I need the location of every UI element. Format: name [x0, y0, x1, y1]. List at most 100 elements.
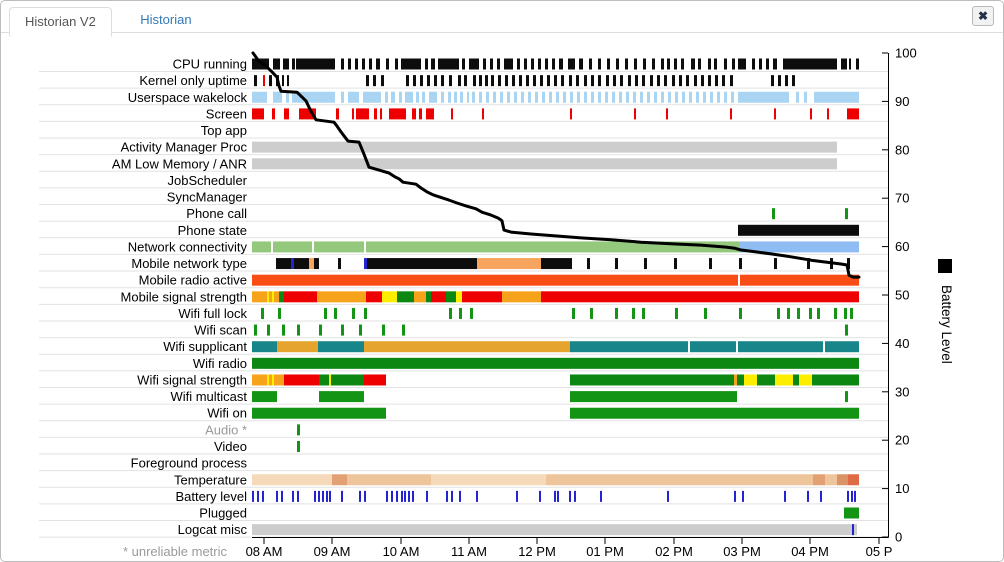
timeline-bar: [364, 374, 386, 386]
timeline-bar: [286, 91, 289, 103]
timeline-bar: [402, 324, 405, 336]
row-label: Wifi scan: [194, 323, 247, 338]
timeline-bar: [382, 324, 385, 336]
timeline-bar: [570, 407, 859, 419]
timeline-bar: [329, 490, 331, 502]
tab-historian[interactable]: Historian: [140, 12, 192, 27]
timeline-bar: [356, 108, 369, 120]
row-label: Top app: [201, 123, 247, 138]
timeline-bar: [446, 490, 448, 502]
timeline-bar: [538, 58, 541, 70]
timeline-bar: [294, 258, 309, 270]
timeline-bar: [273, 91, 282, 103]
timeline-bar: [521, 91, 524, 103]
x-tick-label: 11 AM: [451, 544, 487, 559]
timeline-bar: [785, 75, 788, 87]
row-label: Battery level: [175, 489, 247, 504]
timeline-bar: [783, 58, 837, 70]
timeline-bar: [426, 291, 431, 303]
timeline-bar: [616, 58, 619, 70]
timeline-bar: [355, 58, 358, 70]
timeline-bar: [482, 108, 484, 120]
x-tick-label: 02 PM: [655, 544, 693, 559]
timeline-bar: [778, 75, 781, 87]
timeline-bar: [324, 307, 327, 319]
timeline-bar: [813, 474, 825, 486]
timeline-bar: [431, 58, 435, 70]
timeline-bar: [664, 75, 667, 87]
timeline-bar: [620, 75, 623, 87]
timeline-bar: [254, 324, 257, 336]
timeline-bar: [469, 58, 479, 70]
timeline-bar: [352, 307, 355, 319]
row-label: Userspace wakelock: [128, 90, 248, 105]
row-label: Network connectivity: [128, 239, 248, 254]
timeline-bar: [382, 291, 397, 303]
timeline-bar: [856, 58, 859, 70]
timeline-bar: [691, 58, 695, 70]
row-label: Mobile network type: [131, 256, 247, 271]
timeline-bar: [385, 91, 388, 103]
timeline-bar: [252, 91, 267, 103]
timeline-bar: [341, 58, 344, 70]
timeline-bar: [576, 75, 579, 87]
timeline-bar: [634, 58, 637, 70]
timeline-bar: [775, 374, 793, 386]
timeline-bar: [784, 490, 786, 502]
timeline-bar: [434, 75, 437, 87]
timeline-bar: [491, 75, 494, 87]
timeline-bar: [640, 91, 643, 103]
timeline-bar: [297, 324, 300, 336]
timeline-bar: [710, 91, 713, 103]
timeline-bar: [570, 91, 573, 103]
timeline-bar: [554, 75, 557, 87]
row-label: Wifi signal strength: [137, 372, 247, 387]
y-tick-label: 50: [895, 288, 909, 303]
close-button[interactable]: ✖: [972, 6, 994, 26]
timeline-bar: [703, 91, 706, 103]
timeline-bar: [426, 108, 434, 120]
row-label: Wifi supplicant: [163, 339, 247, 354]
tab-historian-v2[interactable]: Historian V2: [9, 7, 112, 37]
y-tick-label: 20: [895, 433, 909, 448]
timeline-bar: [661, 58, 664, 70]
timeline-bar: [600, 490, 602, 502]
timeline-bar: [282, 75, 284, 87]
timeline-bar: [809, 307, 812, 319]
timeline-bar: [504, 58, 513, 70]
timeline-bar: [363, 91, 381, 103]
timeline-bar: [672, 75, 675, 87]
timeline-bar: [542, 91, 545, 103]
timeline-bar: [742, 490, 744, 502]
timeline-bar: [730, 75, 733, 87]
timeline-bar: [524, 58, 527, 70]
timeline-bar: [584, 75, 587, 87]
timeline-bar: [252, 108, 264, 120]
timeline-bar: [734, 374, 737, 386]
timeline-bar: [661, 91, 664, 103]
timeline-bar: [446, 291, 456, 303]
timeline-bar: [366, 75, 369, 87]
timeline-bar: [441, 91, 444, 103]
timeline-bar: [252, 291, 267, 303]
timeline-bar: [722, 75, 725, 87]
timeline-bar: [724, 58, 727, 70]
row-label: Kernel only uptime: [139, 73, 247, 88]
timeline-bar: [709, 258, 712, 270]
tab-bar: Historian V2 Historian ✖: [1, 1, 1003, 37]
timeline-bar: [462, 58, 465, 70]
timeline-bar: [364, 258, 367, 270]
timeline-bar: [541, 258, 572, 270]
row-label: Screen: [206, 106, 247, 121]
timeline-bar: [462, 291, 502, 303]
timeline-bar: [416, 91, 419, 103]
timeline-bar: [381, 75, 384, 87]
timeline-bar: [642, 75, 645, 87]
timeline-bar: [666, 108, 668, 120]
timeline-bar: [322, 490, 324, 502]
timeline-bar: [274, 291, 279, 303]
timeline-bar: [431, 291, 446, 303]
timeline-bar: [514, 91, 517, 103]
timeline-bar: [650, 75, 653, 87]
timeline-bar: [277, 341, 318, 353]
